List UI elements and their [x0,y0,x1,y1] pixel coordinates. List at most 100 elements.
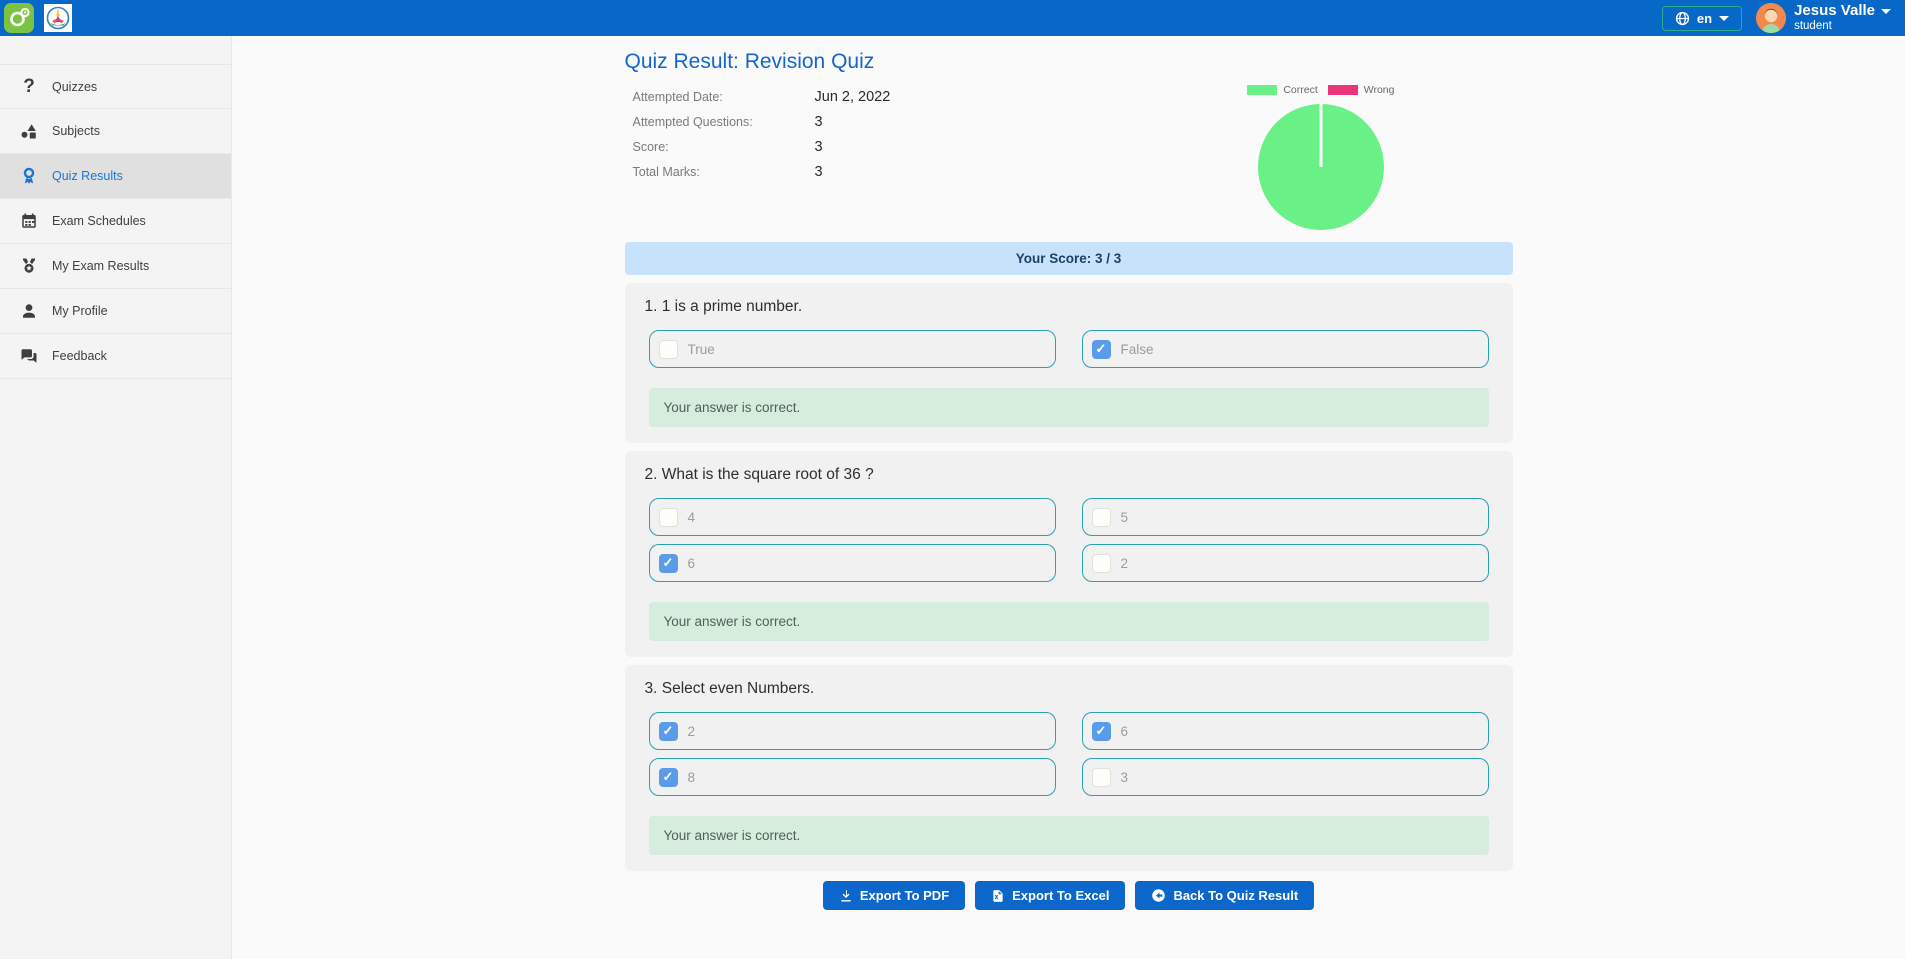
question-card-3: 3. Select even Numbers. 2 6 8 [624,665,1513,871]
export-pdf-button[interactable]: Export To PDF [822,881,966,910]
stat-label: Attempted Date: [632,89,723,104]
answer-option[interactable]: 5 [1081,498,1489,536]
sidebar: ? Quizzes Subjects Quiz Results Exam Sc [0,36,232,959]
person-icon [18,302,40,320]
option-label: 8 [687,769,696,785]
button-label: Export To Excel [1012,888,1110,903]
result-pie-chart: Correct Wrong [1247,84,1395,230]
stat-value: 3 [814,113,823,130]
download-icon [841,889,851,901]
sidebar-item-label: Subjects [52,124,100,138]
answer-option[interactable]: 2 [648,712,1056,750]
checkbox[interactable] [1091,507,1111,527]
legend-label: Correct [1283,84,1318,96]
sidebar-item-my-exam-results[interactable]: My Exam Results [0,244,231,289]
answer-feedback: Your answer is correct. [648,602,1489,641]
stat-label: Attempted Questions: [632,114,753,129]
user-meta: Jesus Valle student [1794,3,1891,32]
stat-row: Total Marks: 3 [633,159,891,184]
answer-option[interactable]: 6 [1081,712,1489,750]
legend-label: Wrong [1363,84,1395,96]
answer-feedback: Your answer is correct. [648,388,1489,427]
sidebar-item-subjects[interactable]: Subjects [0,109,231,154]
options-grid: True False [641,330,1497,368]
question-mark-icon: ? [23,75,35,97]
checkbox[interactable] [1091,767,1111,787]
lotus-icon [46,6,70,30]
correct-swatch [1247,85,1278,95]
stats-table: Attempted Date: Jun 2, 2022 Attempted Qu… [625,84,891,230]
stat-row: Attempted Questions: 3 [633,109,891,134]
score-banner: Your Score: 3 / 3 [624,242,1513,275]
magnifier-q-icon [10,7,30,27]
sidebar-item-quiz-results[interactable]: Quiz Results [0,154,231,199]
answer-option[interactable]: 2 [1081,544,1489,582]
button-label: Back To Quiz Result [1173,888,1299,903]
checkbox[interactable] [658,553,678,573]
stat-row: Attempted Date: Jun 2, 2022 [633,84,891,109]
back-to-quiz-result-button[interactable]: Back To Quiz Result [1135,881,1315,910]
top-navbar: en Jesus Valle stud [0,0,1905,36]
answer-feedback: Your answer is correct. [648,816,1489,855]
sidebar-item-feedback[interactable]: Feedback [0,334,231,379]
option-label: 3 [1120,769,1129,785]
options-grid: 4 5 6 2 [641,498,1497,582]
checkbox[interactable] [658,721,678,741]
chevron-down-icon [1719,15,1730,21]
sidebar-item-label: My Exam Results [52,259,150,273]
stat-label: Total Marks: [632,164,700,179]
checkbox[interactable] [658,507,678,527]
chart-legend: Correct Wrong [1247,84,1395,96]
sidebar-item-my-profile[interactable]: My Profile [0,289,231,334]
shapes-icon [18,122,40,140]
answer-option[interactable]: 6 [648,544,1056,582]
checkbox[interactable] [658,339,678,359]
sidebar-item-quizzes[interactable]: ? Quizzes [0,64,231,109]
question-text: 2. What is the square root of 36 ? [644,466,874,483]
option-label: 4 [687,509,696,525]
question-text: 1. 1 is a prime number. [644,298,803,315]
option-label: 2 [687,723,696,739]
answer-option[interactable]: False [1081,330,1489,368]
sidebar-item-label: Quizzes [52,79,98,94]
checkbox[interactable] [658,767,678,787]
user-name: Jesus Valle [1794,2,1875,20]
answer-option[interactable]: 3 [1081,758,1489,796]
language-code: en [1696,10,1713,26]
stat-value: 3 [814,163,823,180]
checkbox[interactable] [1091,339,1111,359]
user-menu[interactable]: Jesus Valle student [1756,3,1891,33]
legend-item-wrong: Wrong [1327,84,1395,96]
back-arrow-circle-icon [1152,889,1166,902]
lotus-school-logo[interactable] [44,4,72,32]
wrong-swatch [1327,85,1358,95]
globe-icon [1675,11,1690,25]
option-label: 6 [1120,723,1129,739]
sidebar-item-exam-schedules[interactable]: Exam Schedules [0,199,231,244]
sidebar-item-label: Quiz Results [52,169,123,183]
stat-value: 3 [814,138,823,155]
calendar-icon [18,212,40,230]
option-label: 2 [1120,555,1129,571]
medal-icon [18,257,40,275]
checkbox[interactable] [1091,553,1111,573]
main-content: Quiz Result: Revision Quiz Attempted Dat… [232,36,1905,959]
button-label: Export To PDF [859,888,950,903]
stat-label: Score: [632,139,669,154]
avatar [1756,3,1787,33]
export-excel-button[interactable]: Export To Excel [975,881,1126,910]
checkbox[interactable] [1091,721,1111,741]
answer-option[interactable]: True [648,330,1056,368]
question-text: 3. Select even Numbers. [644,680,815,697]
action-bar: Export To PDF Export To Excel Back To Qu… [625,881,1513,924]
user-caret-icon [1881,9,1891,15]
options-grid: 2 6 8 3 [641,712,1497,796]
answer-option[interactable]: 4 [648,498,1056,536]
quiz-app-logo[interactable] [4,3,34,33]
question-card-2: 2. What is the square root of 36 ? 4 5 [624,451,1513,657]
stat-row: Score: 3 [633,134,891,159]
language-selector[interactable]: en [1661,5,1743,31]
answer-option[interactable]: 8 [648,758,1056,796]
pie-chart [1257,104,1384,230]
chat-bubbles-icon [18,347,40,365]
